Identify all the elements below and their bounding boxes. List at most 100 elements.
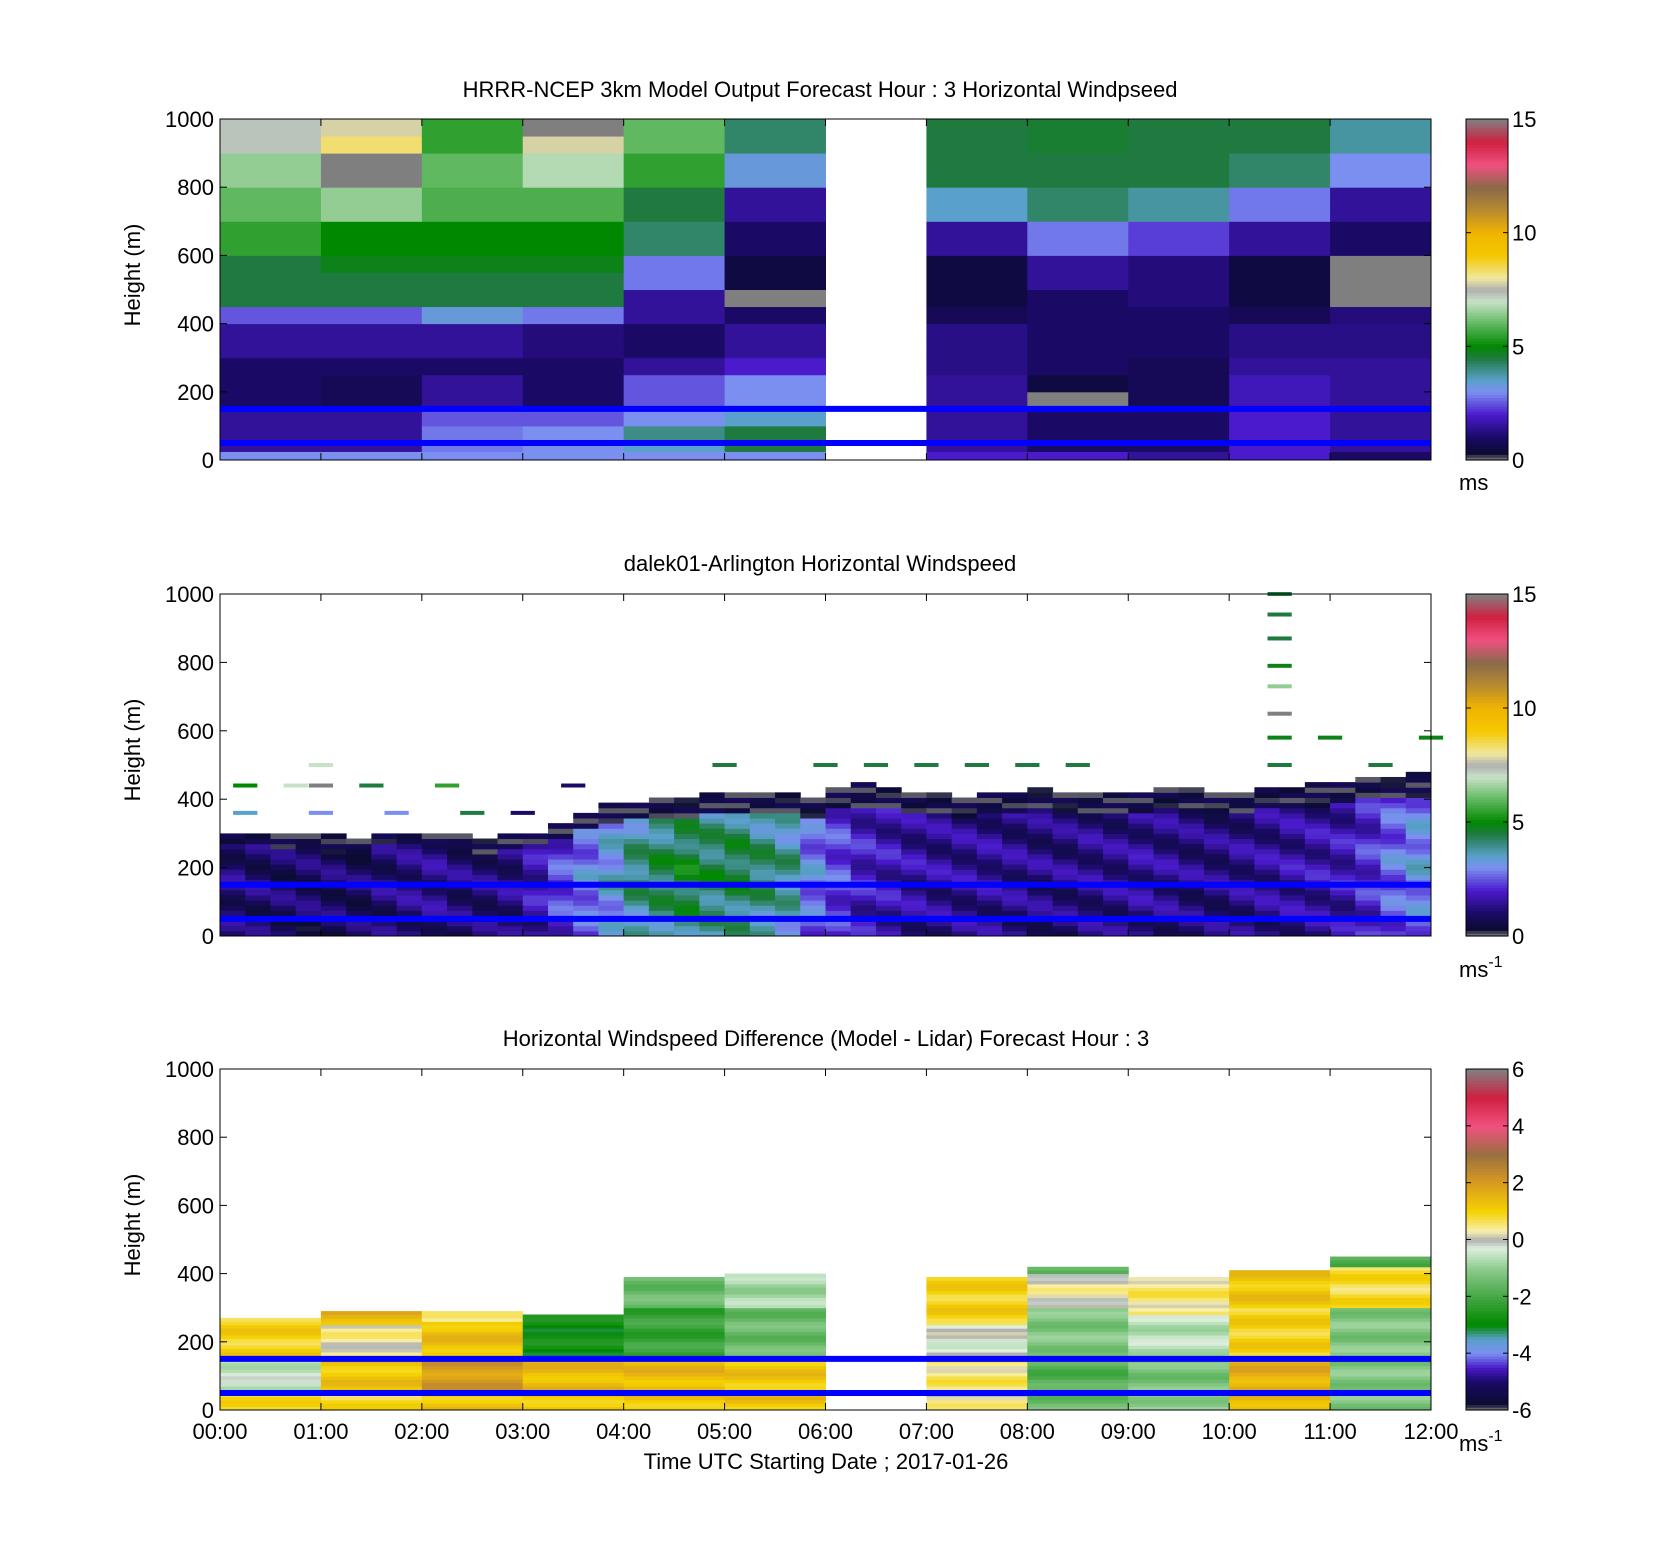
colorbar-segment xyxy=(1466,750,1508,755)
heat-cell xyxy=(825,848,852,855)
heat-cell xyxy=(1178,823,1205,829)
heat-cell xyxy=(320,1403,423,1408)
heat-cell xyxy=(1229,910,1255,916)
isolated-return xyxy=(233,810,258,815)
heat-cell xyxy=(371,874,398,881)
heat-cell xyxy=(850,905,877,911)
heat-cell xyxy=(623,823,650,829)
heat-cell xyxy=(1153,807,1180,814)
heat-cell xyxy=(320,1331,423,1336)
heat-cell xyxy=(749,920,776,927)
colorbar-segment xyxy=(1466,813,1508,817)
heat-cell xyxy=(371,900,398,906)
heat-cell xyxy=(220,1382,322,1387)
heat-cell xyxy=(724,900,751,906)
heat-cell xyxy=(447,910,473,916)
heat-cell xyxy=(1330,1321,1432,1326)
colorbar-segment xyxy=(1466,1407,1508,1411)
colorbar-segment xyxy=(1466,719,1508,723)
heat-cell xyxy=(1153,905,1180,911)
colorbar-segment xyxy=(1466,616,1508,621)
colorbar-segment xyxy=(1466,830,1508,834)
colorbar-segment xyxy=(1466,656,1508,661)
heat-cell xyxy=(1229,374,1331,393)
x-tick-label: 09:00 xyxy=(1101,1419,1156,1444)
heat-cell xyxy=(522,1362,625,1367)
heat-cell xyxy=(220,1338,322,1343)
heat-cell xyxy=(1254,797,1281,804)
heat-cell xyxy=(674,874,700,881)
heat-cell xyxy=(220,1365,322,1370)
heat-cell xyxy=(1229,187,1331,205)
heat-cell xyxy=(598,853,625,860)
heat-cell xyxy=(1153,920,1180,927)
heat-cell xyxy=(1330,255,1432,273)
colorbar-segment xyxy=(1466,417,1508,421)
heat-cell xyxy=(1077,889,1104,896)
heat-cell xyxy=(447,833,473,840)
colorbar-segment xyxy=(1466,1350,1508,1354)
colorbar-segment xyxy=(1466,136,1508,140)
heat-cell xyxy=(674,833,700,840)
heat-cell xyxy=(800,894,826,901)
heat-cell xyxy=(522,1314,625,1319)
colorbar-segment xyxy=(1466,705,1508,709)
heat-cell xyxy=(1254,787,1281,793)
heat-cell xyxy=(598,925,625,932)
heat-cell xyxy=(800,797,826,804)
heat-cell xyxy=(598,905,625,911)
colorbar-segment xyxy=(1466,887,1508,891)
colorbar-segment xyxy=(1466,676,1508,681)
heat-cell xyxy=(220,255,322,273)
heat-cell xyxy=(1077,869,1104,875)
colorbar-segment xyxy=(1466,1316,1508,1320)
heat-cell xyxy=(220,1369,322,1373)
heat-cell xyxy=(1077,848,1104,855)
heat-cell xyxy=(724,204,826,222)
heat-cell xyxy=(825,930,852,937)
heat-cell xyxy=(1103,792,1129,798)
heat-cell xyxy=(1128,204,1230,222)
heat-cell xyxy=(775,853,801,860)
heat-cell xyxy=(573,833,599,840)
y-axis-label: Height (m) xyxy=(120,699,145,802)
heat-cell xyxy=(421,1352,524,1356)
heat-cell xyxy=(926,1341,1028,1346)
reference-lines xyxy=(220,881,1431,922)
isolated-return xyxy=(1317,735,1343,740)
heat-cell xyxy=(1052,853,1079,860)
heat-cell xyxy=(1128,864,1154,870)
heat-cell xyxy=(522,838,549,845)
heat-cell xyxy=(623,1362,726,1367)
colorbar-segment xyxy=(1466,283,1508,288)
heat-cell xyxy=(421,1372,524,1377)
heat-cell xyxy=(1330,823,1356,829)
heat-cell xyxy=(598,818,625,824)
heat-cell xyxy=(1229,340,1331,359)
heat-cell xyxy=(1052,859,1079,865)
heat-cell xyxy=(951,930,978,937)
heat-cell xyxy=(1229,1403,1331,1408)
heat-cell xyxy=(724,874,751,881)
colorbar-segment xyxy=(1466,221,1508,225)
colorbar-segment xyxy=(1466,229,1508,234)
colorbar-unit: ms-1 xyxy=(1459,1428,1503,1456)
heat-cell xyxy=(320,1362,423,1367)
heat-cell xyxy=(346,925,372,932)
isolated-return xyxy=(813,763,838,767)
heat-cell xyxy=(1128,1372,1230,1377)
colorbar-segment xyxy=(1466,167,1508,171)
heat-cell xyxy=(724,289,826,308)
colorbar-segment xyxy=(1466,921,1508,926)
heat-cell xyxy=(270,853,297,860)
heat-cell xyxy=(901,792,927,798)
heat-cell xyxy=(825,818,852,824)
heat-cell xyxy=(724,1396,826,1401)
heat-cell xyxy=(901,930,927,937)
x-tick-label: 08:00 xyxy=(1000,1419,1055,1444)
heat-cell xyxy=(1128,1287,1230,1292)
colorbar-segment xyxy=(1466,1174,1508,1178)
heat-cell xyxy=(1203,797,1230,804)
heat-cell xyxy=(1405,818,1432,824)
heat-cell xyxy=(1229,1324,1331,1329)
